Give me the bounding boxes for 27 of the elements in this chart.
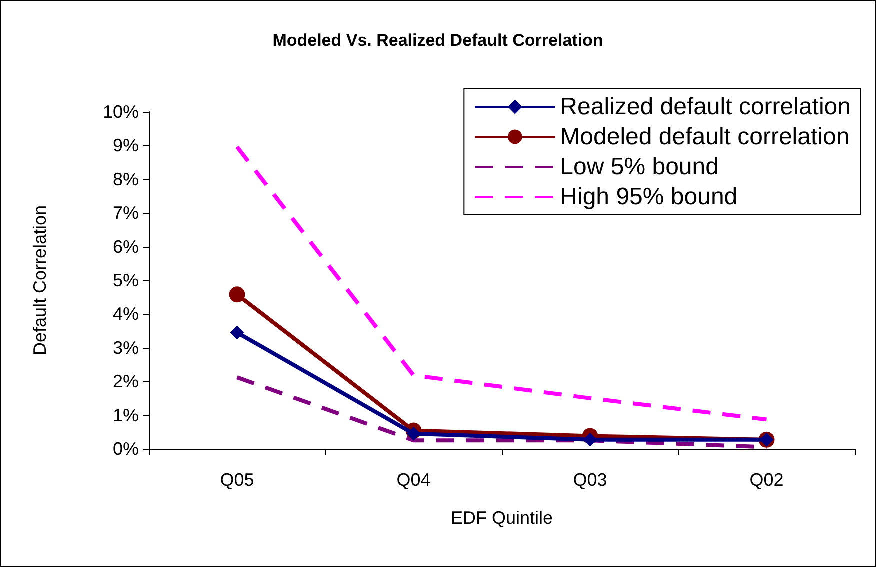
y-tick-label: 4%	[112, 304, 139, 324]
y-tick-label: 9%	[112, 136, 139, 156]
x-tick-label: Q02	[750, 470, 784, 490]
chart-title: Modeled Vs. Realized Default Correlation	[272, 31, 604, 50]
point	[406, 426, 421, 441]
y-tick-label: 3%	[112, 338, 139, 358]
y-tick-label: 5%	[112, 270, 139, 290]
y-tick-label: 2%	[112, 372, 139, 392]
y-tick-label: 1%	[112, 405, 139, 426]
legend-label: High 95% bound	[560, 184, 738, 210]
x-tick-label: Q05	[220, 470, 254, 490]
y-tick-label: 0%	[112, 439, 139, 459]
point	[230, 326, 244, 340]
legend-label: Realized default correlation	[560, 94, 852, 120]
x-axis-title: EDF Quintile	[450, 508, 554, 528]
x-tick-label: Q04	[396, 470, 431, 490]
y-axis-title: Default Correlation	[30, 205, 50, 356]
point	[229, 286, 246, 303]
x-tick-label: Q03	[573, 470, 608, 490]
point	[583, 432, 598, 447]
legend-label: Low 5% bound	[560, 154, 719, 180]
line-series	[235, 145, 769, 422]
y-tick-label: 6%	[112, 236, 139, 257]
legend-label: Modeled default correlation	[560, 124, 850, 150]
y-tick-label: 7%	[112, 203, 139, 224]
y-tick-label: 10%	[102, 102, 139, 122]
y-tick-label: 8%	[112, 169, 139, 190]
